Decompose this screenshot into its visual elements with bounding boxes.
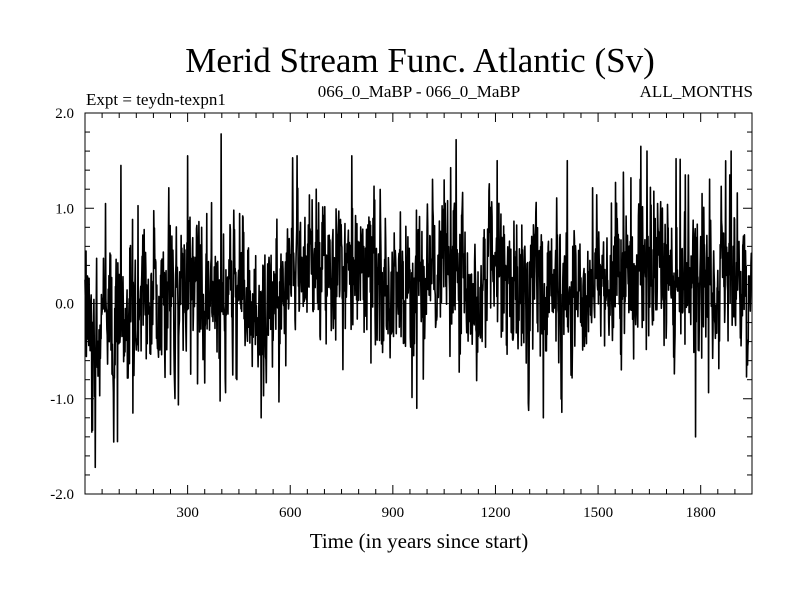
y-tick-label: -2.0	[50, 487, 74, 503]
plot-area	[84, 112, 753, 495]
subtitle-left: Expt = teydn-texpn1	[86, 90, 226, 109]
x-tick-label: 1800	[686, 505, 716, 521]
y-tick-labels: -2.0 -1.0 0.0 1.0 2.0	[50, 106, 74, 503]
chart-title: Merid Stream Func. Atlantic (Sv)	[185, 41, 655, 80]
series-line	[84, 133, 753, 469]
subtitle-right: ALL_MONTHS	[640, 82, 753, 101]
x-axis-ticks	[101, 113, 736, 494]
y-tick-label: 0.0	[55, 297, 74, 313]
y-tick-label: -1.0	[50, 392, 74, 408]
subtitle-center: 066_0_MaBP - 066_0_MaBP	[318, 82, 520, 101]
x-tick-label: 300	[176, 505, 199, 521]
x-tick-labels: 300 600 900 1200 1500 1800	[176, 505, 715, 521]
y-tick-label: 2.0	[55, 106, 74, 122]
x-tick-label: 1200	[480, 505, 510, 521]
x-tick-label: 1500	[583, 505, 613, 521]
x-axis-label: Time (in years since start)	[310, 529, 529, 553]
y-tick-label: 1.0	[55, 201, 74, 217]
x-tick-label: 900	[382, 505, 405, 521]
x-tick-label: 600	[279, 505, 302, 521]
